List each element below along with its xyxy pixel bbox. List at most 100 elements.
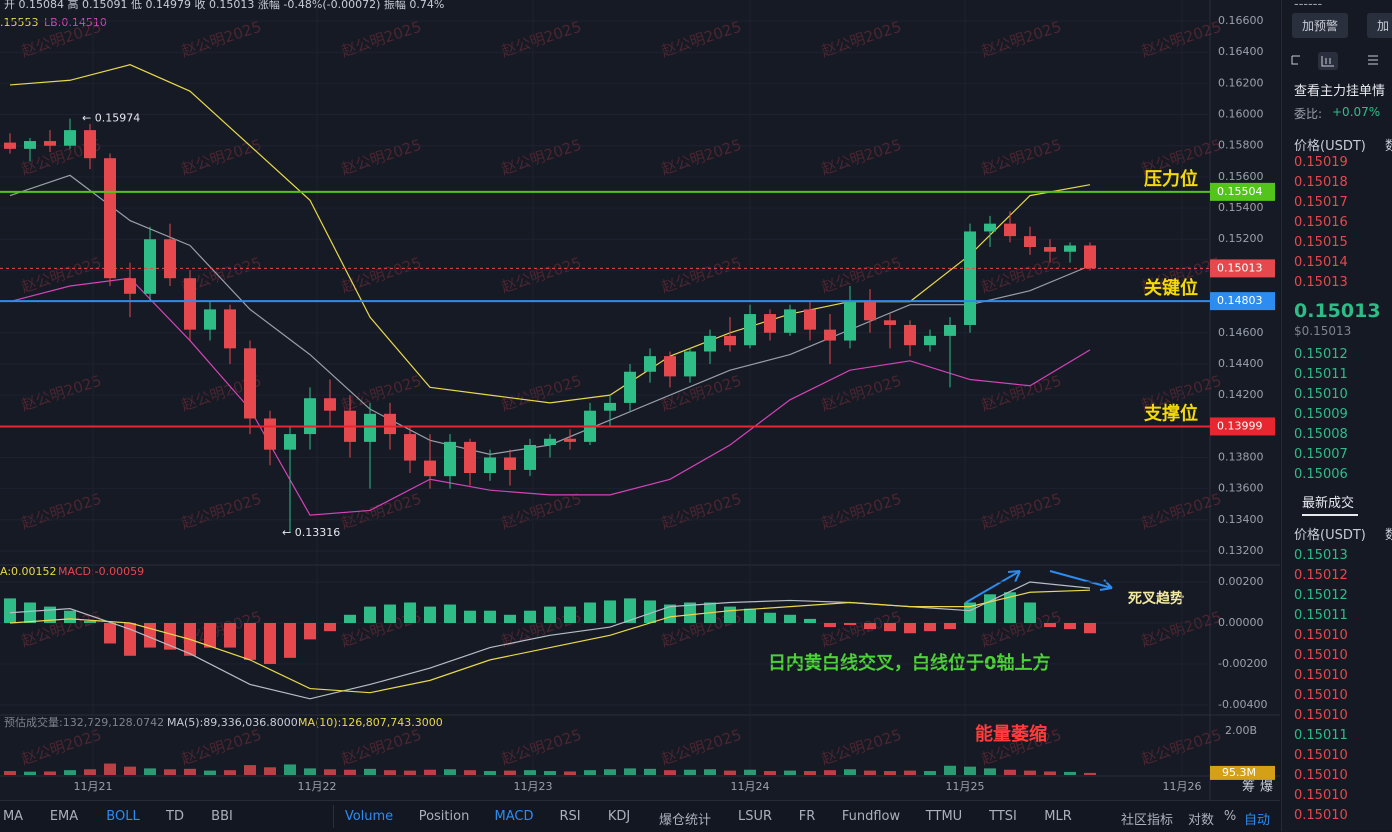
tab[interactable]: EMA: [49, 809, 79, 824]
button[interactable]: 加预警: [1292, 13, 1349, 38]
candle-body: [1004, 223, 1016, 237]
volume-bar: [984, 768, 996, 775]
volume-bar: [304, 768, 316, 775]
tab[interactable]: BBI: [211, 809, 233, 824]
tab[interactable]: 爆仓统计: [658, 813, 712, 828]
macd-bar: [284, 622, 296, 658]
boll-lower: [9, 277, 1091, 516]
tab[interactable]: %: [1223, 809, 1237, 824]
y-tick-label: 0.15600: [1218, 170, 1264, 183]
trade-price: 0.15011: [1294, 608, 1348, 623]
candle-body: [384, 413, 396, 435]
tab[interactable]: RSI: [559, 809, 581, 824]
trades-title[interactable]: 最新成交: [1302, 496, 1355, 511]
ratio-label: 委比:: [1294, 107, 1323, 121]
price-tag: [1210, 259, 1275, 278]
price-tag: [1210, 417, 1275, 436]
y-tick-label: 0.15400: [1218, 201, 1264, 214]
macd-value: MACD:-0.00059: [58, 565, 144, 578]
volume-bar: [764, 771, 776, 775]
candle-body: [64, 130, 76, 146]
volume-bar: [564, 771, 576, 775]
candle-body: [624, 371, 636, 403]
price-head: 价格(USDT): [1294, 528, 1366, 543]
tab[interactable]: LSUR: [737, 809, 773, 824]
tab[interactable]: TTMU: [925, 809, 963, 824]
candle-body: [484, 457, 496, 474]
icon[interactable]: [1291, 55, 1378, 67]
candle-body: [904, 324, 916, 346]
tab[interactable]: MACD: [494, 809, 534, 824]
macd-bar: [104, 622, 116, 644]
icon-bg: [1318, 52, 1338, 70]
tab[interactable]: FR: [798, 809, 816, 824]
qty-head: 数: [1385, 524, 1392, 543]
volume-bar: [4, 771, 16, 775]
tab[interactable]: MLR: [1044, 809, 1072, 824]
last-price: 0.15013: [1294, 300, 1381, 322]
macd-bar: [344, 614, 356, 623]
vol-ma5: MA(5):89,336,036.8000: [167, 716, 298, 729]
y-tick-label: 0.13600: [1218, 482, 1264, 495]
trade-price: 0.15010: [1294, 688, 1348, 703]
macd-bar: [664, 604, 676, 623]
volume-bar: [1024, 770, 1036, 775]
candle-body: [964, 231, 976, 325]
dash: ------: [1294, 0, 1323, 12]
candle-body: [984, 223, 996, 232]
macd-bar: [944, 622, 956, 630]
candle-body: [404, 434, 416, 461]
candle-body: [524, 444, 536, 470]
ask-price: 0.15018: [1294, 175, 1348, 190]
ratio: +0.07%: [1332, 105, 1381, 119]
macd-bar: [404, 602, 416, 623]
tab[interactable]: Fundflow: [841, 809, 901, 824]
candle-body: [1044, 247, 1056, 252]
volume-bar: [64, 770, 76, 775]
macd-bar: [164, 622, 176, 650]
main-orders[interactable]: 查看主力挂单情: [1294, 84, 1386, 99]
volume-bar: [1064, 771, 1076, 775]
price-head: 价格(USDT): [1294, 139, 1366, 154]
tab[interactable]: Volume: [344, 809, 394, 824]
macd-bar: [64, 610, 76, 623]
tab[interactable]: TD: [166, 809, 184, 824]
volume-bar: [1084, 772, 1096, 775]
macd-bar: [364, 606, 376, 623]
macd-bar: [24, 602, 36, 623]
ask-price: 0.15015: [1294, 235, 1348, 250]
tab[interactable]: 社区指标: [1120, 813, 1174, 828]
tab[interactable]: 自动: [1243, 813, 1271, 828]
candle-body: [184, 278, 196, 330]
button[interactable]: 加: [1367, 13, 1392, 38]
volume-last-label: 95.3M: [1222, 766, 1256, 779]
macd-bar: [544, 606, 556, 623]
tab[interactable]: KDJ: [607, 809, 631, 824]
macd-bar: [864, 622, 876, 630]
tab[interactable]: BOLL: [106, 809, 140, 824]
volume-bar: [824, 770, 836, 775]
volume-bar: [904, 770, 916, 775]
tab[interactable]: TTSI: [989, 809, 1017, 824]
volume-bar: [944, 765, 956, 775]
volume-bar: [1004, 769, 1016, 775]
candle-body: [444, 441, 456, 477]
volume-bar: [344, 769, 356, 775]
qty-head: 数: [1385, 135, 1392, 154]
candle-body: [1084, 245, 1096, 269]
tab[interactable]: Position: [418, 809, 470, 824]
axis-icon[interactable]: 爆: [1260, 780, 1273, 795]
macd-bar: [464, 610, 476, 623]
macd-bar: [564, 606, 576, 623]
volume-bar: [224, 770, 236, 775]
tab[interactable]: MA: [2, 809, 24, 824]
candle-body: [244, 348, 256, 419]
volume-bar: [284, 764, 296, 775]
candle-body: [464, 441, 476, 474]
y-tick-label: 0.13200: [1218, 544, 1264, 557]
candle-body: [264, 418, 276, 450]
axis-icon[interactable]: 筹: [1242, 779, 1255, 795]
y-tick-label: 0.00200: [1218, 575, 1264, 588]
tab[interactable]: 对数: [1187, 813, 1215, 828]
trade-price: 0.15010: [1294, 788, 1348, 803]
